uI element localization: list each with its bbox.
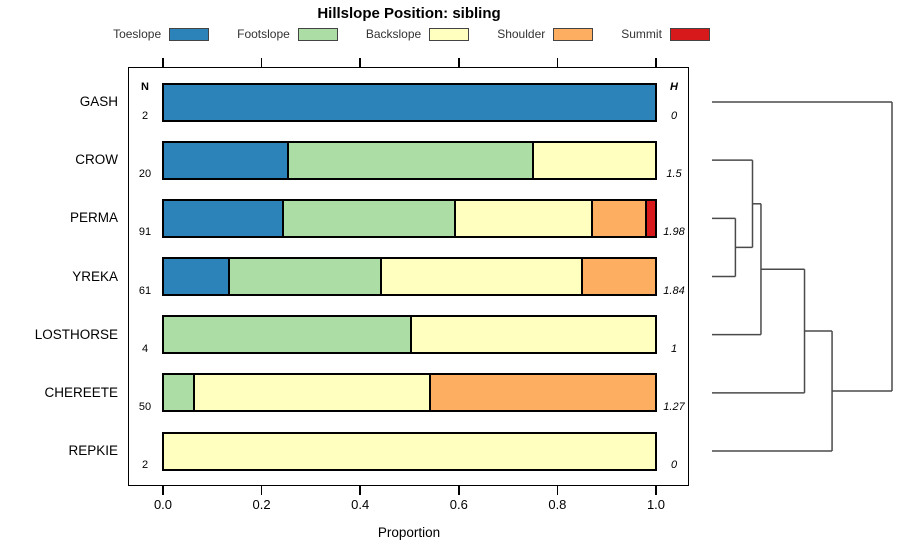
axis-tick-top (260, 58, 263, 67)
legend-item: Backslope (365, 27, 470, 41)
axis-tick-top (359, 58, 361, 67)
legend-label: Toeslope (113, 27, 162, 41)
axis-tick-label: 0.8 (548, 497, 567, 512)
stacked-bar (162, 257, 657, 296)
bar-segment-footslope (227, 259, 381, 294)
axis-tick-bottom (655, 486, 657, 495)
bar-segment-footslope (286, 142, 533, 178)
bar-segment-backslope (193, 375, 430, 411)
site-label: REPKIE (68, 443, 118, 459)
n-value: 50 (138, 400, 152, 413)
bar-segment-toeslope (164, 259, 228, 294)
h-value: 1 (670, 342, 678, 355)
n-value: 2 (141, 459, 149, 472)
legend-swatch (169, 27, 210, 41)
h-value: 1.98 (663, 226, 685, 239)
h-value: 0 (670, 459, 678, 472)
bar-segment-backslope (453, 200, 592, 236)
bar-segment-backslope (164, 433, 655, 469)
stacked-bar (162, 373, 657, 413)
axis-tick-bottom (458, 486, 460, 495)
axis-tick-top (556, 58, 559, 67)
axis-tick-bottom (359, 486, 361, 495)
stacked-bar (162, 431, 657, 471)
bar-segment-toeslope (164, 142, 287, 178)
legend-label: Backslope (365, 27, 422, 41)
site-label: GASH (79, 94, 118, 109)
site-label: CROW (75, 152, 118, 168)
h-value: 1.5 (666, 168, 682, 181)
axis-tick-label: 1.0 (646, 497, 666, 512)
axis-tick-label: 0.2 (252, 497, 271, 512)
axis-tick-label: 0.4 (351, 497, 370, 512)
chart-title: Hillslope Position: sibling (317, 5, 501, 22)
bar-segment-footslope (164, 317, 410, 353)
axis-tick-top (655, 58, 657, 67)
bar-segment-footslope (164, 375, 194, 411)
bar-segment-summit (645, 200, 655, 236)
legend-item: Toeslope (113, 27, 210, 41)
legend-item: Footslope (237, 27, 338, 41)
bar-segment-toeslope (164, 200, 282, 236)
site-label: YREKA (72, 268, 118, 284)
axis-tick-label: 0.0 (153, 497, 173, 512)
n-value: 4 (141, 342, 149, 355)
site-label: PERMA (69, 210, 118, 226)
stacked-bar (162, 198, 657, 238)
legend-item: Summit (621, 27, 710, 41)
axis-tick-bottom (556, 486, 559, 495)
bar-segment-shoulder (581, 259, 655, 294)
legend-label: Footslope (237, 27, 290, 41)
bar-segment-shoulder (429, 375, 655, 411)
n-value: 2 (141, 110, 149, 122)
legend-item: Shoulder (497, 27, 594, 41)
axis-tick-label: 0.6 (449, 497, 468, 512)
bar-segment-backslope (380, 259, 582, 294)
n-value: 20 (138, 168, 152, 181)
axis-tick-top (162, 58, 164, 67)
bar-segment-shoulder (591, 200, 646, 236)
axis-tick-top (458, 58, 460, 67)
axis-tick-bottom (162, 486, 164, 495)
stacked-bar (162, 140, 657, 180)
h-value: 0 (670, 110, 678, 122)
legend-swatch (553, 27, 594, 41)
x-axis-title: Proportion (377, 525, 441, 540)
axis-tick-bottom (260, 486, 263, 495)
stacked-bar (162, 82, 657, 122)
legend-label: Shoulder (497, 27, 546, 41)
legend-swatch (297, 27, 338, 41)
legend-swatch (669, 27, 710, 41)
bar-segment-backslope (532, 142, 655, 178)
h-value: 1.84 (663, 284, 685, 297)
legend-swatch (429, 27, 470, 41)
bar-segment-toeslope (164, 84, 655, 120)
h-value: 1.27 (663, 400, 685, 413)
n-column-header: N (141, 81, 149, 93)
site-label: CHEREETE (44, 384, 118, 400)
n-value: 61 (138, 284, 152, 297)
legend-label: Summit (621, 27, 662, 41)
n-value: 91 (138, 226, 152, 239)
stacked-bar (162, 315, 657, 355)
site-label: LOSTHORSE (34, 326, 118, 342)
h-column-header: H (670, 81, 678, 93)
bar-segment-backslope (409, 317, 655, 353)
legend: Toeslope Footslope Backslope Shoulder Summit (0, 27, 823, 41)
bar-segment-footslope (281, 200, 454, 236)
